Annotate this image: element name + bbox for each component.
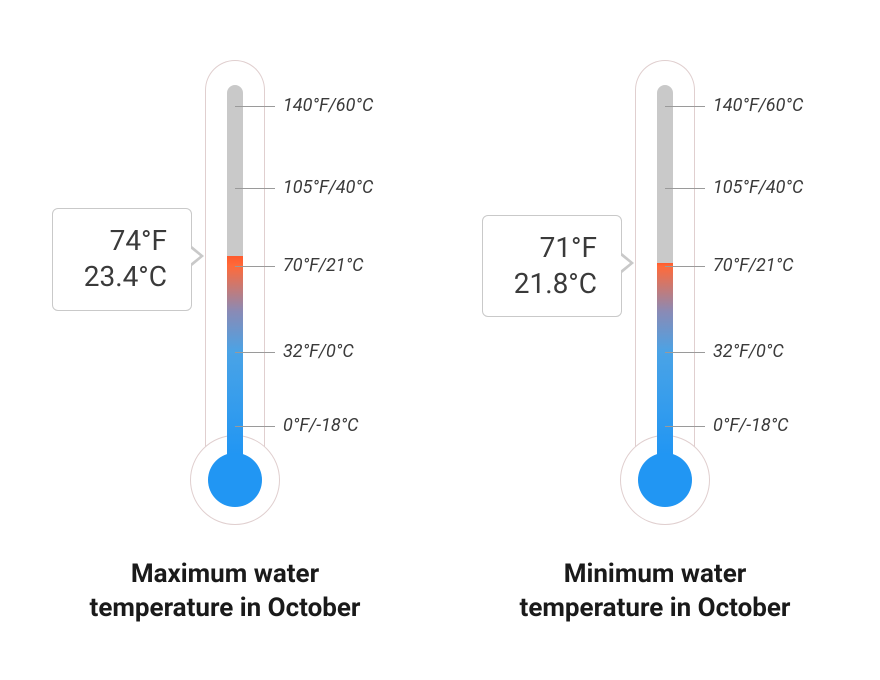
scale-tick: [665, 188, 705, 189]
scale-label: 70°F/21°C: [283, 255, 364, 276]
scale-label: 32°F/0°C: [283, 341, 354, 362]
caption: Maximum water temperature in October: [90, 558, 361, 626]
scale-label: 32°F/0°C: [713, 341, 784, 362]
scale-tick: [665, 352, 705, 353]
scale-tick: [235, 188, 275, 189]
caption-line2: temperature in October: [520, 592, 791, 626]
caption: Minimum water temperature in October: [520, 558, 791, 626]
scale-label: 105°F/40°C: [713, 177, 803, 198]
thermometer-max: 140°F/60°C 105°F/40°C 70°F/21°C 32°F/0°C 0°F…: [20, 40, 430, 626]
scale-label: 140°F/60°C: [713, 95, 803, 116]
value-fahrenheit: 74°F: [77, 223, 167, 259]
thermometer-fill: [227, 256, 243, 455]
callout-pointer-fill: [190, 248, 200, 264]
value-fahrenheit: 71°F: [507, 230, 597, 266]
value-celsius: 21.8°C: [507, 266, 597, 302]
thermometer-graphic: 140°F/60°C 105°F/40°C 70°F/21°C 32°F/0°C 0°F…: [20, 40, 430, 540]
thermometer-bulb: [638, 453, 692, 507]
caption-line1: Minimum water: [520, 558, 791, 592]
scale-tick: [235, 106, 275, 107]
scale-tick: [235, 352, 275, 353]
thermometer-min: 140°F/60°C 105°F/40°C 70°F/21°C 32°F/0°C 0°F…: [450, 40, 860, 626]
scale-label: 0°F/-18°C: [283, 415, 359, 436]
thermometer-tube: [657, 85, 673, 455]
scale-tick: [665, 266, 705, 267]
scale-label: 70°F/21°C: [713, 255, 794, 276]
scale-tick: [665, 106, 705, 107]
value-celsius: 23.4°C: [77, 259, 167, 295]
value-callout: 71°F 21.8°C: [482, 215, 622, 318]
scale-label: 140°F/60°C: [283, 95, 373, 116]
scale-label: 105°F/40°C: [283, 177, 373, 198]
caption-line1: Maximum water: [90, 558, 361, 592]
thermometer-bulb: [208, 453, 262, 507]
value-callout: 74°F 23.4°C: [52, 208, 192, 311]
thermometer-pair: 140°F/60°C 105°F/40°C 70°F/21°C 32°F/0°C 0°F…: [0, 0, 880, 626]
scale-tick: [235, 426, 275, 427]
callout-pointer-fill: [620, 255, 630, 271]
scale-tick: [665, 426, 705, 427]
thermometer-graphic: 140°F/60°C 105°F/40°C 70°F/21°C 32°F/0°C 0°F…: [450, 40, 860, 540]
scale-label: 0°F/-18°C: [713, 415, 789, 436]
thermometer-tube: [227, 85, 243, 455]
scale-tick: [235, 266, 275, 267]
caption-line2: temperature in October: [90, 592, 361, 626]
